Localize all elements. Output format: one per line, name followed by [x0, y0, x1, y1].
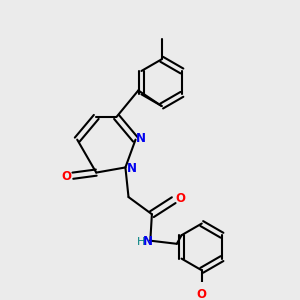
- Text: H: H: [137, 237, 145, 247]
- Text: N: N: [127, 162, 136, 175]
- Text: N: N: [136, 132, 146, 145]
- Text: O: O: [176, 192, 186, 205]
- Text: O: O: [61, 170, 72, 183]
- Text: O: O: [197, 288, 207, 300]
- Text: N: N: [143, 235, 153, 248]
